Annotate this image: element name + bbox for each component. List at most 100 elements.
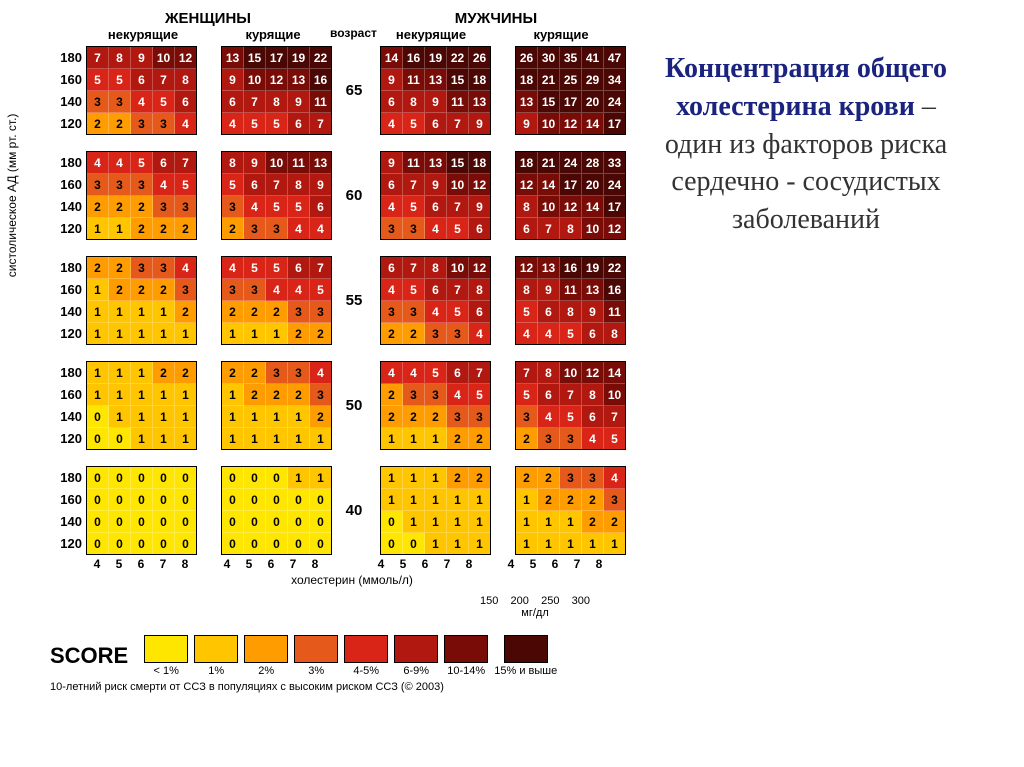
risk-grid: 182124283312141720248101214176781012 xyxy=(515,151,626,240)
risk-cell: 5 xyxy=(425,362,447,384)
risk-cell: 2 xyxy=(381,384,403,406)
risk-cell: 2 xyxy=(109,257,131,279)
risk-cell: 0 xyxy=(153,489,175,511)
risk-cell: 6 xyxy=(582,406,604,428)
risk-cell: 2 xyxy=(87,196,109,218)
risk-cell: 10 xyxy=(266,152,288,174)
risk-cell: 7 xyxy=(516,362,538,384)
risk-cell: 0 xyxy=(381,511,403,533)
risk-cell: 0 xyxy=(310,511,331,533)
risk-cell: 1 xyxy=(403,428,425,449)
risk-cell: 5 xyxy=(288,196,310,218)
risk-cell: 6 xyxy=(447,362,469,384)
risk-cell: 1 xyxy=(175,384,196,406)
risk-cell: 6 xyxy=(381,257,403,279)
bp-labels: 180160140120 xyxy=(50,467,82,555)
risk-cell: 5 xyxy=(222,174,244,196)
risk-cell: 0 xyxy=(403,533,425,554)
risk-cell: 5 xyxy=(310,279,331,301)
risk-cell: 7 xyxy=(403,257,425,279)
age-label: 55 xyxy=(332,292,376,309)
risk-cell: 12 xyxy=(516,174,538,196)
footnote: 10-летний риск смерти от ССЗ в популяция… xyxy=(50,681,626,693)
risk-cell: 6 xyxy=(425,279,447,301)
risk-cell: 2 xyxy=(175,301,196,323)
risk-cell: 6 xyxy=(288,113,310,134)
risk-cell: 1 xyxy=(425,533,447,554)
risk-cell: 2 xyxy=(87,113,109,134)
description-text: Концентрация общего холестерина крови – … xyxy=(656,10,956,239)
risk-cell: 4 xyxy=(538,406,560,428)
description-body: один из факторов риска сердечно - сосуди… xyxy=(665,129,947,236)
risk-cell: 47 xyxy=(604,47,625,69)
risk-cell: 1 xyxy=(175,323,196,344)
risk-cell: 9 xyxy=(425,174,447,196)
risk-cell: 1 xyxy=(381,428,403,449)
risk-cell: 34 xyxy=(604,69,625,91)
risk-cell: 1 xyxy=(222,323,244,344)
legend-swatch xyxy=(244,635,288,663)
risk-cell: 9 xyxy=(244,152,266,174)
risk-cell: 0 xyxy=(288,489,310,511)
risk-cell: 2 xyxy=(403,406,425,428)
risk-cell: 6 xyxy=(131,69,153,91)
risk-cell: 1 xyxy=(425,511,447,533)
risk-cell: 2 xyxy=(560,489,582,511)
mgdl-tick: 250 xyxy=(541,595,559,607)
risk-cell: 13 xyxy=(516,91,538,113)
risk-cell: 0 xyxy=(153,533,175,554)
risk-cell: 13 xyxy=(538,257,560,279)
risk-cell: 1 xyxy=(266,323,288,344)
risk-cell: 33 xyxy=(604,152,625,174)
risk-cell: 14 xyxy=(582,113,604,134)
bp-labels: 180160140120 xyxy=(50,257,82,345)
risk-cell: 1 xyxy=(109,301,131,323)
score-chart: систолическое АД (мм рт. ст.) ЖЕНЩИНЫ не… xyxy=(20,10,626,693)
risk-cell: 9 xyxy=(381,152,403,174)
risk-cell: 5 xyxy=(153,91,175,113)
risk-cell: 1 xyxy=(222,384,244,406)
x-labels: 45678456784567845678 xyxy=(86,557,626,571)
risk-cell: 6 xyxy=(222,91,244,113)
risk-cell: 17 xyxy=(560,91,582,113)
risk-cell: 14 xyxy=(582,196,604,218)
risk-cell: 10 xyxy=(560,362,582,384)
risk-cell: 20 xyxy=(582,91,604,113)
risk-cell: 12 xyxy=(560,113,582,134)
risk-cell: 5 xyxy=(447,301,469,323)
legend-swatch xyxy=(444,635,488,663)
risk-cell: 6 xyxy=(469,301,490,323)
risk-cell: 1 xyxy=(538,511,560,533)
legend-title: SCORE xyxy=(50,643,128,669)
risk-cell: 1 xyxy=(403,467,425,489)
risk-cell: 2 xyxy=(288,323,310,344)
risk-cell: 1 xyxy=(425,467,447,489)
risk-cell: 2 xyxy=(131,279,153,301)
risk-cell: 0 xyxy=(87,489,109,511)
risk-cell: 0 xyxy=(288,533,310,554)
age-row: 1801601401201112211111011110011122334122… xyxy=(50,361,626,450)
risk-cell: 0 xyxy=(310,489,331,511)
risk-cell: 2 xyxy=(403,323,425,344)
risk-cell: 2 xyxy=(266,384,288,406)
risk-cell: 2 xyxy=(516,428,538,449)
risk-cell: 7 xyxy=(153,69,175,91)
risk-cell: 0 xyxy=(109,533,131,554)
risk-cell: 5 xyxy=(244,113,266,134)
risk-grid: 11122111110111100111 xyxy=(86,361,197,450)
mgdl-tick: 150 xyxy=(480,595,498,607)
risk-cell: 2 xyxy=(175,362,196,384)
risk-cell: 13 xyxy=(310,152,331,174)
risk-cell: 5 xyxy=(175,174,196,196)
risk-cell: 18 xyxy=(516,152,538,174)
legend-label: 6-9% xyxy=(403,665,429,677)
age-label: 40 xyxy=(332,502,376,519)
risk-cell: 10 xyxy=(538,196,560,218)
risk-cell: 1 xyxy=(403,489,425,511)
risk-cell: 1 xyxy=(153,323,175,344)
risk-grid: 12131619228911131656891144568 xyxy=(515,256,626,345)
risk-cell: 1 xyxy=(516,489,538,511)
bp-label: 180 xyxy=(50,47,82,69)
risk-cell: 1 xyxy=(222,406,244,428)
risk-cell: 19 xyxy=(425,47,447,69)
